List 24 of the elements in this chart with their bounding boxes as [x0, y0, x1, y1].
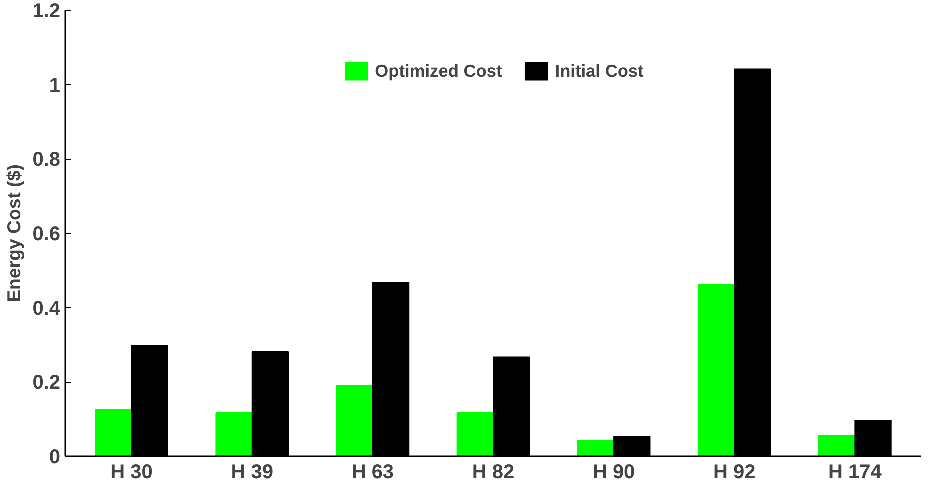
bar	[336, 385, 374, 456]
x-tick-label: H 63	[352, 462, 394, 484]
y-tick-label: 1.2	[32, 0, 61, 22]
x-tick-label: H 174	[828, 462, 883, 484]
y-tick-label: 1	[49, 74, 60, 97]
bar	[818, 435, 856, 456]
y-axis-title: Energy Cost ($)	[4, 164, 25, 302]
y-tick-label: 0.4	[32, 298, 62, 320]
bar	[698, 284, 736, 456]
x-tick-label: H 82	[472, 462, 515, 484]
bar	[456, 412, 494, 456]
x-tick-label: H 92	[714, 462, 756, 484]
y-tick-label: 0.6	[32, 224, 61, 246]
x-tick-label: H 90	[592, 462, 636, 484]
legend-label: Optimized Cost	[375, 60, 502, 82]
x-tick-label: H 30	[110, 462, 153, 484]
legend-label: Initial Cost	[555, 60, 644, 82]
bar	[577, 440, 615, 456]
y-tick-label: 0	[49, 446, 60, 468]
x-tick-label: H 39	[231, 462, 274, 484]
y-tick-label: 0.8	[32, 149, 61, 172]
y-tick-label: 0.2	[32, 372, 61, 394]
bar	[95, 410, 132, 456]
bar	[216, 412, 253, 456]
